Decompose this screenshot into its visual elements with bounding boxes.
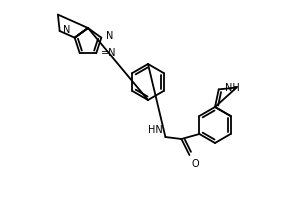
Text: O: O bbox=[191, 159, 199, 169]
Text: N: N bbox=[106, 31, 114, 41]
Text: HN: HN bbox=[148, 125, 162, 135]
Text: N: N bbox=[63, 25, 71, 35]
Text: NH: NH bbox=[225, 83, 239, 93]
Text: =N: =N bbox=[101, 48, 117, 58]
